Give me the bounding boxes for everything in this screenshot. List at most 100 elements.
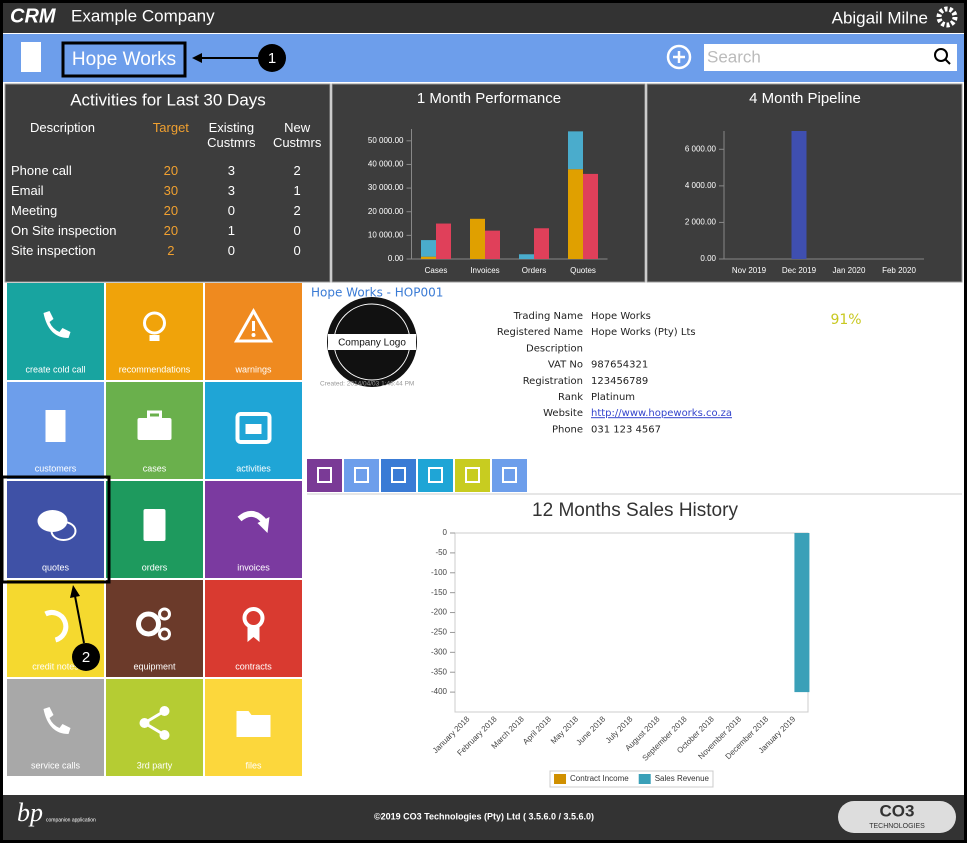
- activity-cell: 20: [163, 202, 179, 218]
- field-label: Trading Name: [513, 311, 583, 322]
- x-tick-label: Cases: [425, 266, 448, 275]
- field-value: 031 123 4567: [591, 424, 661, 435]
- tile[interactable]: cases: [106, 382, 203, 479]
- x-tick-label: Nov 2019: [732, 266, 767, 275]
- tab[interactable]: [307, 459, 342, 492]
- legend-box: [549, 770, 714, 788]
- chart-title: 1 Month Performance: [417, 90, 561, 107]
- tile-bg: [205, 283, 302, 380]
- add-button[interactable]: [666, 44, 692, 70]
- tab[interactable]: [492, 459, 527, 492]
- activity-cell: On Site inspection: [11, 222, 117, 238]
- tile-icon: [45, 410, 66, 442]
- tile-icon: [143, 311, 166, 341]
- tile-grid: create cold call recommendations warnings c…: [7, 283, 302, 776]
- tab[interactable]: [418, 459, 453, 492]
- progress-percent: 91%: [830, 312, 861, 328]
- tile-bg: [205, 481, 302, 578]
- field-label: VAT No: [548, 360, 583, 371]
- x-tick-label: Dec 2019: [782, 266, 817, 275]
- field-value: Hope Works: [591, 311, 651, 322]
- tile-icon: [236, 711, 271, 737]
- record-title: Hope Works - HOP001: [311, 286, 443, 300]
- legend-swatch: [554, 774, 567, 784]
- footer-logo: bp: [17, 798, 43, 827]
- tile[interactable]: 3rd party: [106, 679, 203, 776]
- tab[interactable]: [455, 459, 490, 492]
- tab[interactable]: [381, 459, 416, 492]
- activity-cell: 20: [163, 222, 179, 238]
- bar: [421, 240, 436, 257]
- footer-tagline: companion application: [46, 817, 96, 823]
- tile[interactable]: recommendations: [106, 283, 203, 380]
- tile[interactable]: service calls: [7, 679, 104, 776]
- tile[interactable]: invoices: [205, 481, 302, 578]
- callout-number: 2: [82, 649, 90, 666]
- field-label: Phone: [552, 424, 583, 435]
- user-name[interactable]: Abigail Milne: [832, 8, 928, 27]
- activities-table: Description Target Existing Custmrs New Cus…: [6, 120, 326, 260]
- tile-label: credit notes: [32, 661, 79, 671]
- callout-arrow: [74, 595, 85, 644]
- chart-title: 4 Month Pipeline: [749, 90, 861, 107]
- activities-title: Activities for Last 30 Days: [70, 90, 266, 109]
- company-logo-text: Company Logo: [338, 338, 406, 349]
- icon-shape: [43, 707, 71, 734]
- field-label: Registration: [523, 376, 583, 387]
- icon-shape: [251, 333, 256, 337]
- search-box[interactable]: [704, 44, 957, 71]
- icon-shape: [43, 311, 71, 338]
- search-icon[interactable]: [934, 48, 948, 62]
- activity-cell: 0: [293, 222, 301, 238]
- y-tick-label: 30 000.00: [368, 183, 404, 192]
- tile-label: quotes: [42, 562, 70, 572]
- tile[interactable]: customers: [7, 382, 104, 479]
- tab-icon: [428, 467, 443, 483]
- tile-label: recommendations: [119, 364, 191, 374]
- tile-label: cases: [143, 463, 167, 473]
- activity-cell: 0: [293, 242, 301, 258]
- account-name[interactable]: Hope Works: [72, 49, 176, 70]
- tile[interactable]: create cold call: [7, 283, 104, 380]
- y-tick-label: 6 000.00: [685, 144, 717, 153]
- icon-shape: [149, 335, 160, 341]
- icon-shape: [252, 321, 255, 331]
- legend-label: Contract Income: [570, 774, 629, 783]
- vendor-logo-sub: TECHNOLOGIES: [869, 823, 925, 830]
- field-label: Description: [526, 343, 583, 354]
- activity-cell: 3: [227, 182, 235, 198]
- column-header: Description: [30, 120, 96, 135]
- tile-label: invoices: [237, 562, 270, 572]
- tile-icon: [139, 706, 170, 740]
- settings-icon[interactable]: [936, 6, 958, 28]
- callout-arrowhead: [70, 585, 80, 598]
- tile-bg: [106, 580, 203, 677]
- tile[interactable]: credit notes: [7, 580, 104, 677]
- tile[interactable]: equipment: [106, 580, 203, 677]
- bar: [568, 131, 583, 170]
- y-tick-label: 0: [443, 528, 448, 537]
- tile-icon: [44, 610, 69, 643]
- tile[interactable]: orders: [106, 481, 203, 578]
- x-tick-label: Orders: [522, 266, 546, 275]
- tile[interactable]: contracts: [205, 580, 302, 677]
- tile[interactable]: activities: [205, 382, 302, 479]
- tab-icon: [465, 467, 480, 483]
- x-tick-label: Jan 2020: [833, 266, 866, 275]
- bar: [794, 533, 810, 693]
- icon-shape: [50, 521, 77, 541]
- tile[interactable]: warnings: [205, 283, 302, 380]
- tab[interactable]: [344, 459, 379, 492]
- y-tick-label: 0.00: [388, 254, 404, 263]
- activity-cell: 3: [227, 162, 235, 178]
- icon-shape: [235, 412, 272, 444]
- header-bar: [3, 3, 964, 33]
- tile[interactable]: files: [205, 679, 302, 776]
- field-value: 123456789: [591, 376, 648, 387]
- field-value: Platinum: [591, 392, 635, 403]
- field-label: Rank: [558, 392, 583, 403]
- icon-shape: [137, 418, 172, 440]
- field-value: 987654321: [591, 360, 648, 371]
- tile-label: 3rd party: [137, 760, 173, 770]
- tile[interactable]: quotes: [7, 481, 104, 578]
